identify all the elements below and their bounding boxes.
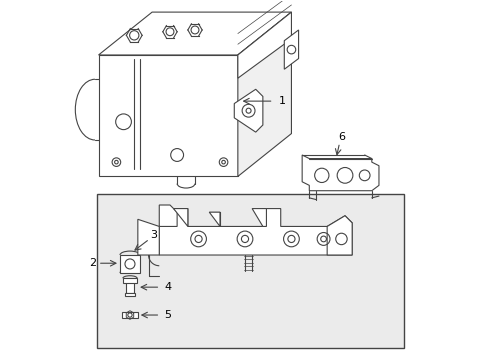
Polygon shape: [327, 216, 352, 255]
Bar: [123, 278, 137, 283]
Text: 6: 6: [338, 132, 345, 142]
Polygon shape: [238, 12, 292, 78]
Polygon shape: [138, 219, 159, 255]
Text: 3: 3: [149, 230, 157, 240]
Polygon shape: [173, 208, 188, 226]
Text: 2: 2: [89, 258, 96, 268]
Polygon shape: [234, 89, 263, 132]
Bar: [120, 255, 140, 273]
Bar: [125, 293, 135, 296]
Bar: [97, 194, 404, 348]
Bar: [126, 280, 134, 293]
Polygon shape: [284, 30, 298, 69]
Polygon shape: [252, 208, 267, 226]
Polygon shape: [159, 208, 352, 255]
Polygon shape: [98, 12, 292, 55]
Polygon shape: [302, 155, 379, 191]
Polygon shape: [209, 212, 220, 226]
Polygon shape: [159, 205, 177, 226]
Text: 5: 5: [165, 310, 172, 320]
Text: 4: 4: [165, 282, 172, 292]
Text: 1: 1: [279, 96, 286, 106]
Bar: [122, 312, 138, 318]
Bar: [98, 55, 238, 176]
Polygon shape: [238, 12, 292, 176]
